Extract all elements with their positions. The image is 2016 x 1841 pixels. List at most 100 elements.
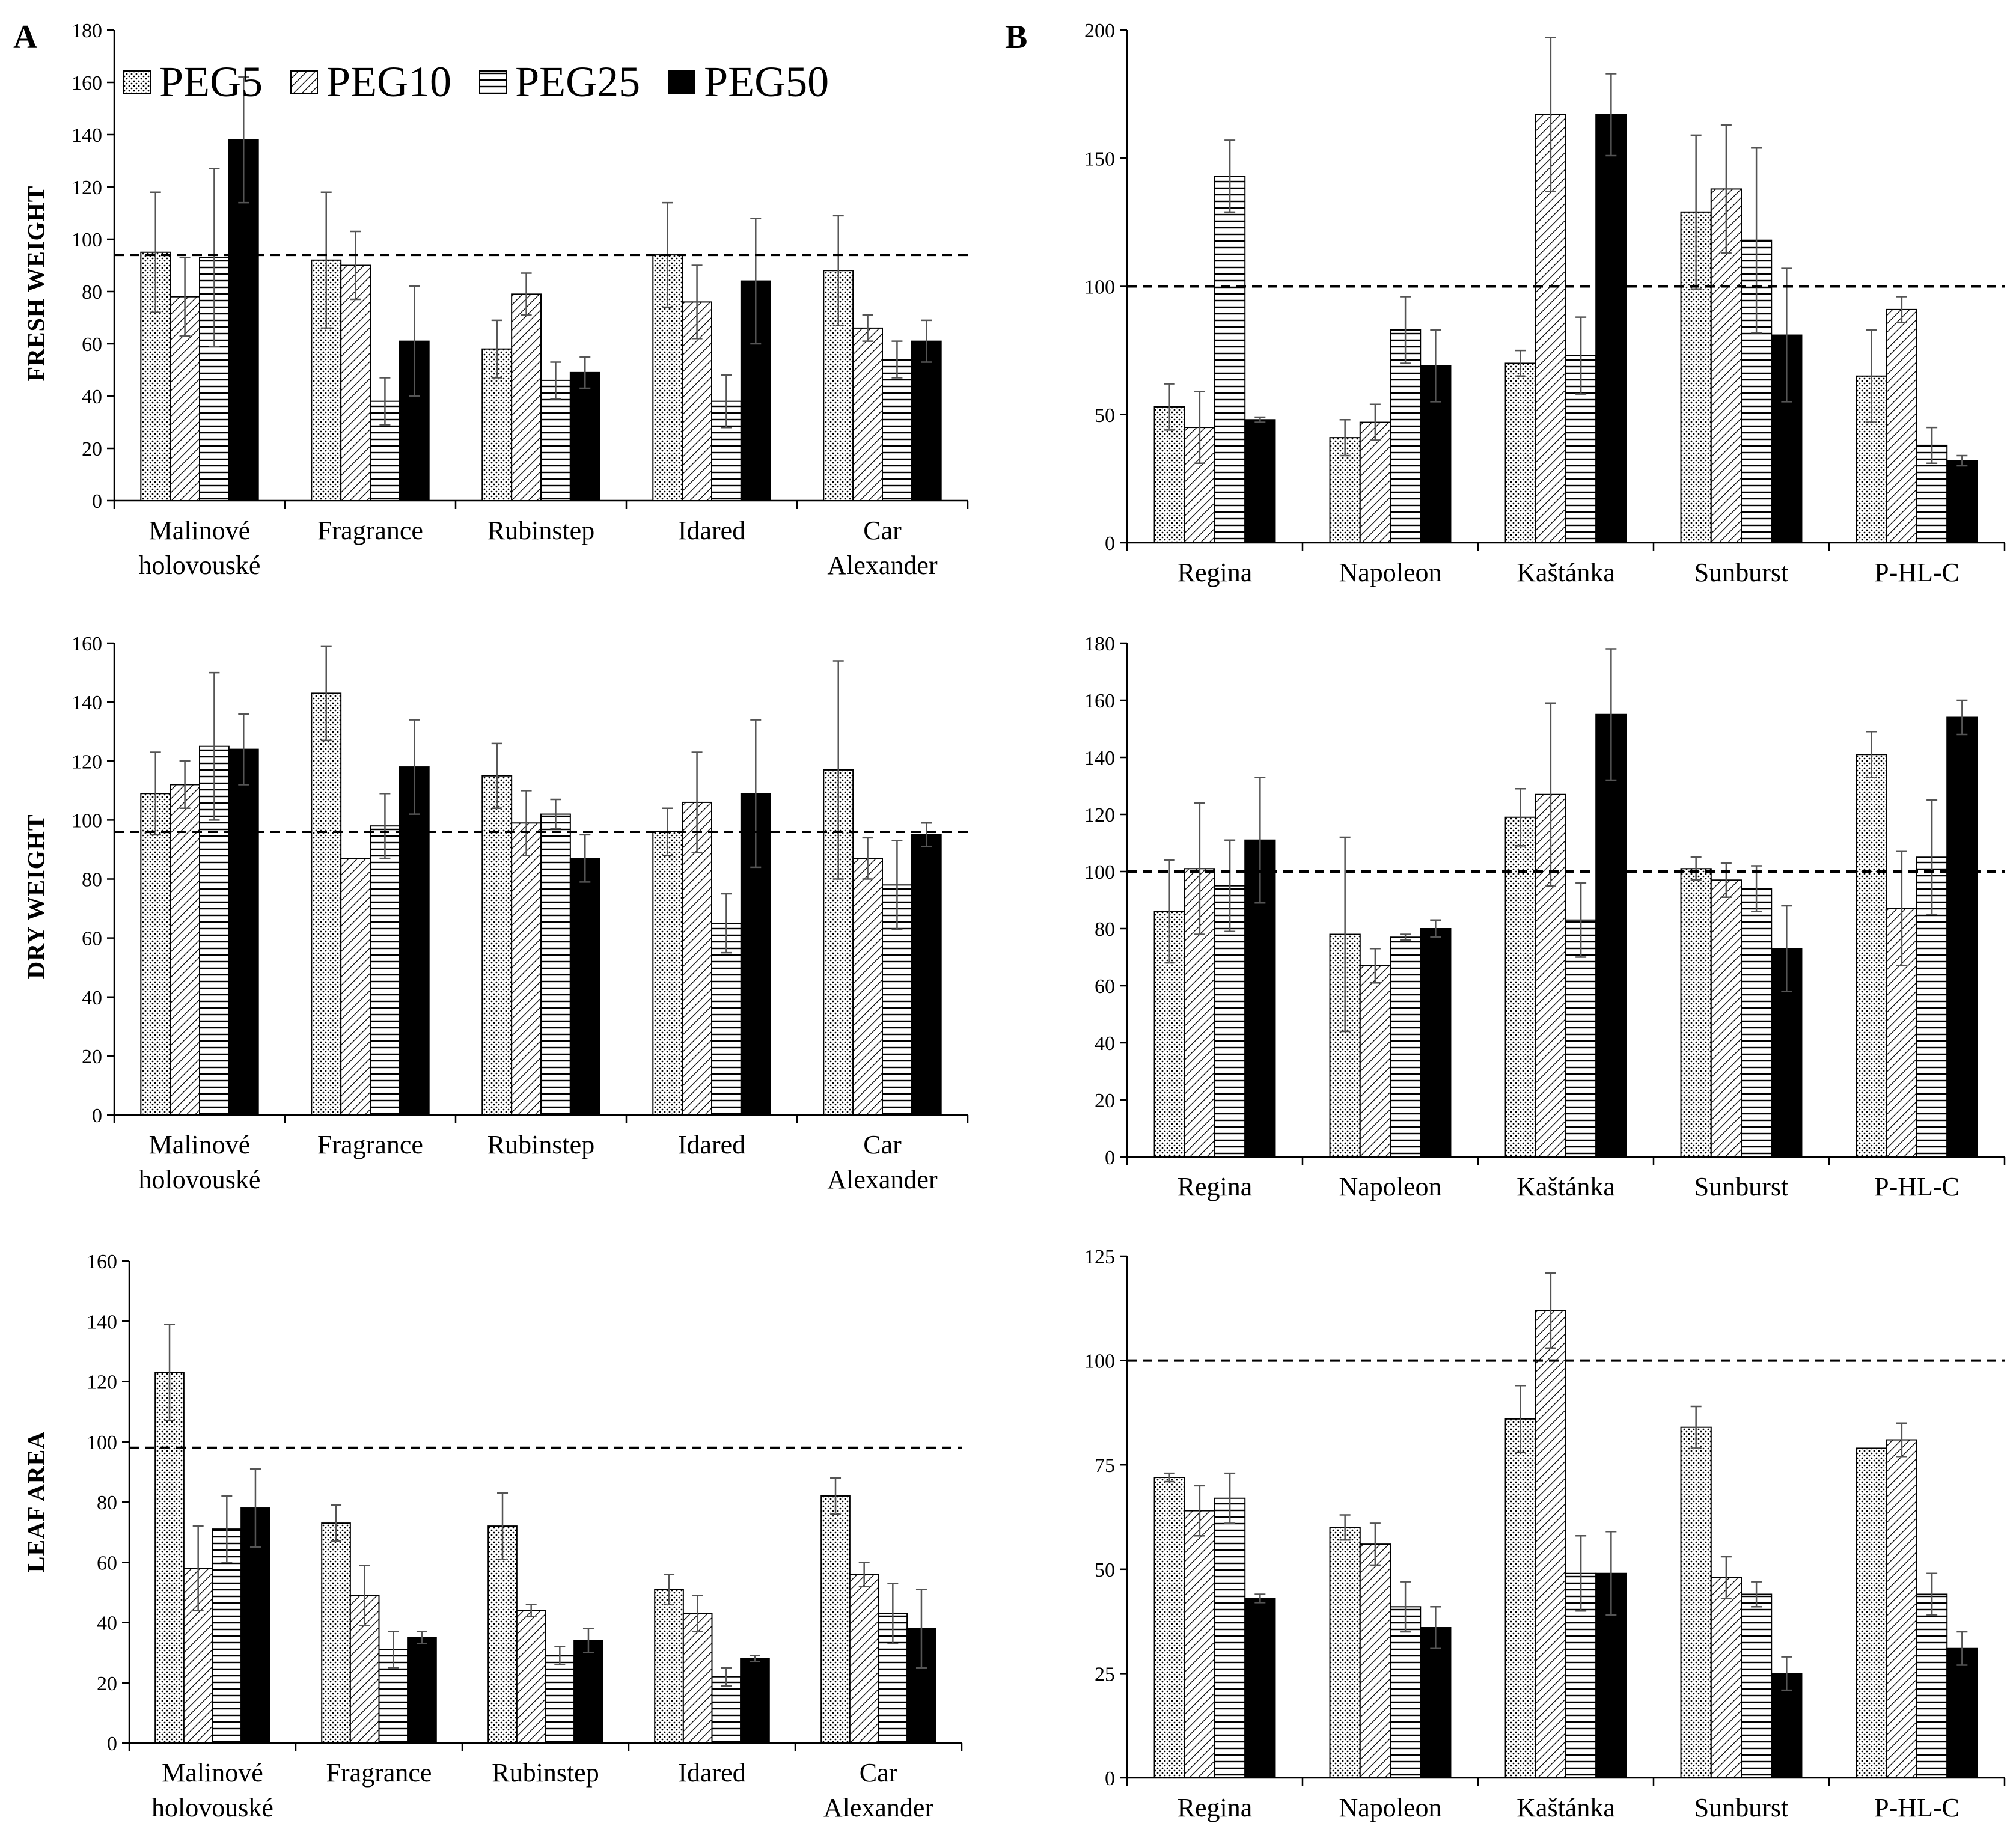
bar-peg50	[911, 834, 942, 1116]
bar-peg10	[511, 293, 542, 501]
y-tick-label: 50	[1095, 1559, 1115, 1581]
bar-peg10	[340, 264, 371, 501]
y-tick-label: 60	[97, 1552, 117, 1574]
category-label: Fragrance	[317, 516, 423, 545]
bar-peg25	[1741, 888, 1773, 1158]
bar-peg10	[1886, 1439, 1917, 1778]
chart-la-cherry: 0 25 50 75 100 125 Regina Napoleon Kaštánka Sunbu…	[1084, 1246, 2006, 1822]
bar-peg10	[1710, 879, 1742, 1158]
category-label: Napoleon	[1339, 1172, 1441, 1201]
category-label: Napoleon	[1339, 1793, 1441, 1822]
y-tick-label: 140	[72, 692, 102, 714]
y-tick-label: 40	[82, 987, 102, 1009]
bar-peg25	[1390, 936, 1422, 1158]
y-tick-label: 40	[82, 386, 102, 408]
bar-peg25	[1565, 919, 1597, 1158]
legend-swatch-peg5	[123, 70, 151, 94]
bar-peg5	[321, 1522, 351, 1744]
category-label: Regina	[1178, 1172, 1253, 1201]
category-label: Alexander	[823, 1793, 934, 1822]
bar-peg25	[711, 1676, 742, 1744]
bar-peg10	[682, 1613, 713, 1744]
category-label: Idared	[678, 1758, 745, 1788]
bar-peg10	[170, 784, 201, 1116]
y-tick-label: 20	[82, 1046, 102, 1068]
bar-peg5	[1153, 1477, 1185, 1778]
bar-peg25	[545, 1655, 575, 1744]
legend: PEG5 PEG10 PEG25 PEG50	[123, 57, 829, 107]
y-tick-label: 0	[92, 490, 102, 513]
y-tick-label: 75	[1095, 1455, 1115, 1477]
bar-peg5	[311, 692, 342, 1116]
bar-peg50	[1946, 716, 1978, 1158]
bar-peg10	[1184, 1510, 1215, 1778]
y-tick-label: 150	[1084, 148, 1115, 170]
bar-peg25	[1214, 1497, 1246, 1778]
bar-peg5	[1680, 1426, 1712, 1779]
category-label: Napoleon	[1339, 558, 1441, 587]
bar-peg5	[652, 831, 683, 1116]
bar-peg25	[370, 825, 400, 1116]
category-label: Malinové	[149, 516, 251, 545]
legend-swatch-peg50	[668, 70, 696, 94]
chart-fw-cherry: 0 50 100 150 200 Regina Napoleon Kaštánka Sunbur…	[1084, 20, 2006, 587]
legend-item-peg10: PEG10	[290, 57, 451, 107]
category-label: Malinové	[162, 1758, 263, 1788]
category-label: Rubinstep	[492, 1758, 599, 1788]
category-label: Sunburst	[1694, 1793, 1788, 1822]
y-tick-label: 60	[82, 928, 102, 950]
y-tick-label: 180	[1084, 633, 1115, 655]
y-tick-label: 100	[72, 229, 102, 251]
legend-label-peg50: PEG50	[704, 58, 829, 106]
y-tick-label: 80	[82, 281, 102, 304]
bar-peg50	[407, 1637, 437, 1744]
y-tick-label: 100	[1084, 1351, 1115, 1373]
y-tick-label: 0	[1105, 1147, 1115, 1169]
y-tick-label: 40	[1095, 1033, 1115, 1055]
bar-peg50	[1595, 114, 1627, 543]
panel-label-b: B	[1005, 19, 1028, 56]
y-tick-label: 140	[87, 1311, 117, 1333]
bar-peg50	[911, 340, 942, 502]
bar-peg10	[1359, 965, 1391, 1158]
bar-peg50	[569, 858, 600, 1116]
bar-peg25	[882, 359, 912, 501]
category-label: Malinové	[149, 1130, 251, 1159]
bar-peg10	[1886, 308, 1917, 543]
legend-item-peg50: PEG50	[668, 57, 829, 107]
y-tick-label: 0	[1105, 1768, 1115, 1790]
category-label: holovouské	[139, 1165, 261, 1194]
legend-label-peg25: PEG25	[515, 58, 641, 106]
y-tick-label: 125	[1084, 1246, 1115, 1268]
chart-fw-apple: 0 20 40 60 80 100 120 140 160 180 Malinové holovous…	[72, 20, 969, 580]
category-label: Alexander	[827, 1165, 938, 1194]
category-label: Sunburst	[1694, 558, 1788, 587]
category-label: Kaštánka	[1517, 1793, 1615, 1822]
bar-peg25	[540, 813, 571, 1116]
category-label: Idared	[678, 516, 745, 545]
y-tick-label: 200	[1084, 20, 1115, 42]
category-label: Car	[863, 1130, 902, 1159]
bar-peg5	[1856, 1447, 1887, 1779]
bar-peg50	[740, 1658, 770, 1744]
bar-peg10	[682, 801, 712, 1116]
bar-peg10	[849, 1574, 879, 1744]
bar-peg50	[1420, 1627, 1452, 1779]
y-tick-label: 120	[1084, 804, 1115, 826]
chart-la-apple: 0 20 40 60 80 100 120 140 160 Malinové holovouské F…	[87, 1251, 963, 1822]
bar-peg5	[1680, 868, 1712, 1158]
chart-dw-cherry: 0 20 40 60 80 100 120 140 160 180 Regina Napoleon Ka…	[1084, 633, 2006, 1201]
y-tick-label: 20	[82, 438, 102, 460]
y-tick-label: 80	[97, 1492, 117, 1514]
bar-peg10	[852, 327, 883, 502]
bar-peg50	[1420, 928, 1452, 1158]
y-tick-label: 120	[87, 1372, 117, 1394]
category-label: P-HL-C	[1874, 1793, 1959, 1822]
bar-peg50	[1946, 460, 1978, 544]
bar-peg50	[1244, 1598, 1276, 1778]
bar-peg25	[1214, 176, 1246, 544]
bar-peg5	[654, 1589, 684, 1744]
bar-peg5	[154, 1372, 185, 1744]
y-tick-label: 20	[97, 1673, 117, 1695]
